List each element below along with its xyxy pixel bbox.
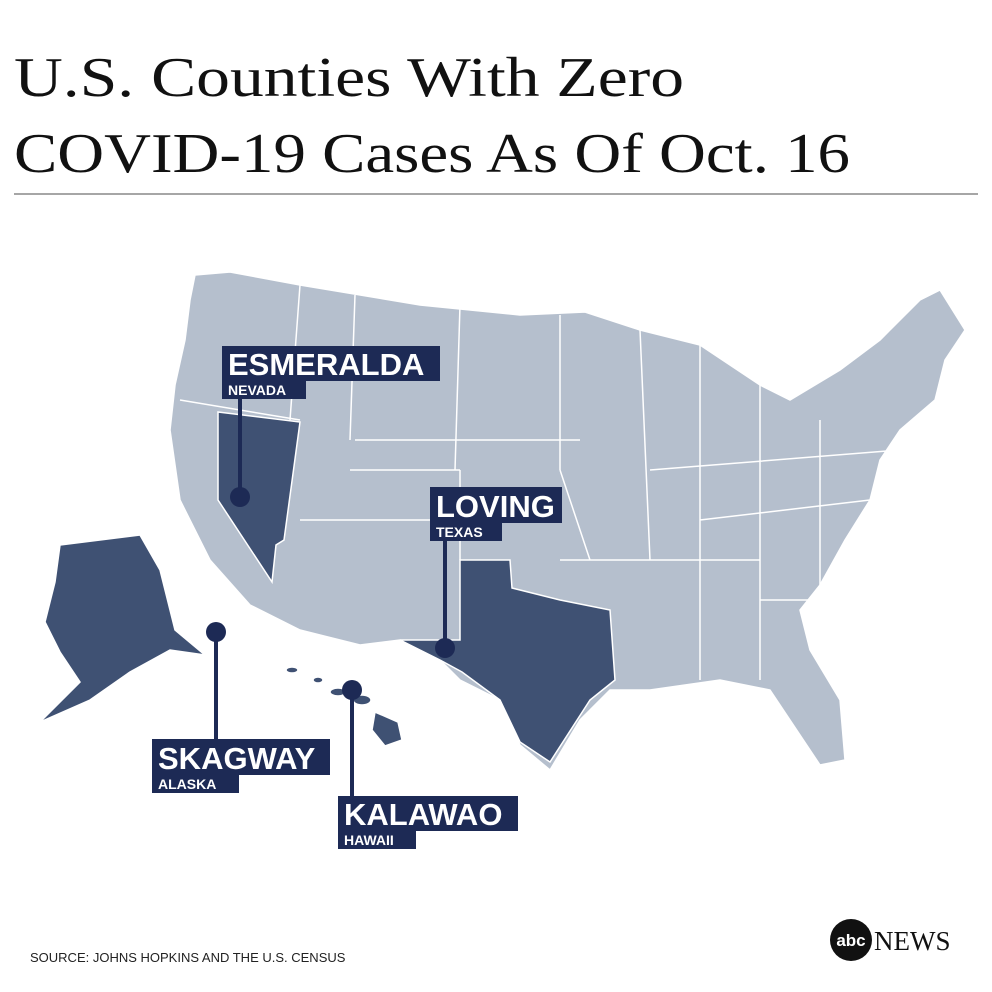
label-box [152,739,330,775]
alaska [39,534,208,723]
state-name: NEVADA [228,382,286,398]
state-name: ALASKA [158,776,216,792]
logo-circle [830,919,872,961]
pin-dot [342,680,362,700]
county-name: ESMERALDA [228,347,424,382]
label-esmeralda: ESMERALDA NEVADA [222,346,440,507]
label-box [338,796,518,831]
label-box [430,522,502,541]
texas [399,559,616,764]
title-line: U.S. Counties With Zero [14,47,684,109]
pin-dot [435,638,455,658]
map [39,271,966,772]
county-name: KALAWAO [344,797,502,832]
logo-mark: abc [836,931,865,950]
label-box [430,487,562,523]
hawaii [285,666,403,747]
label-box [338,830,416,849]
title-line: COVID-19 Cases As Of Oct. 16 [14,123,850,185]
state-name: HAWAII [344,832,394,848]
label-box [222,346,440,381]
county-name: LOVING [436,489,555,524]
pin-dot [230,487,250,507]
state-name: TEXAS [436,524,483,540]
label-box [222,380,306,399]
logo-text: NEWS [874,926,951,956]
label-loving: LOVING TEXAS [430,487,562,658]
county-name: SKAGWAY [158,741,316,776]
source: SOURCE: JOHNS HOPKINS AND THE U.S. CENSU… [30,950,346,965]
label-kalawao: KALAWAO HAWAII [338,680,518,849]
label-box [152,774,239,793]
pin-dot [206,622,226,642]
label-skagway: SKAGWAY ALASKA [152,622,330,793]
